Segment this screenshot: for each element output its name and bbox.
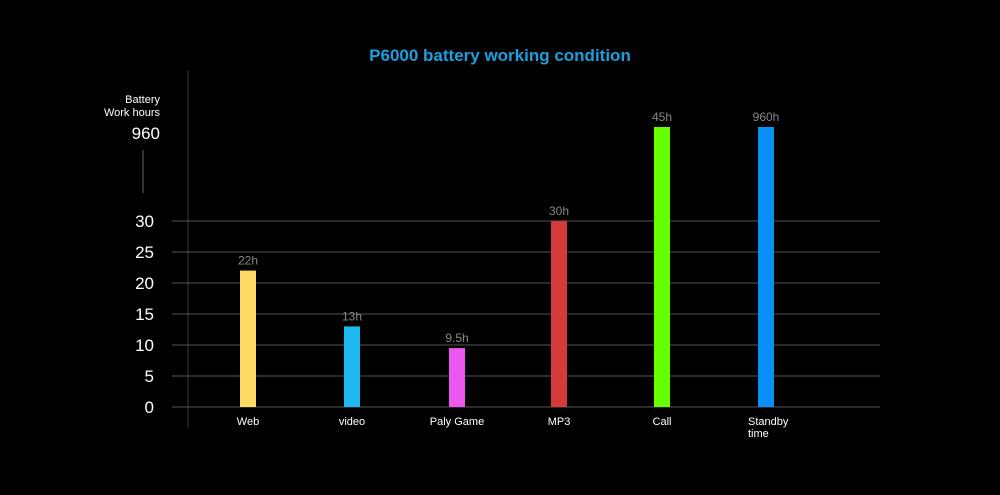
bar (344, 326, 360, 407)
y-axis-label: Battery Work hours (96, 94, 160, 120)
category-label: MP3 (548, 416, 571, 428)
bar (758, 127, 774, 407)
category-label: time (748, 428, 769, 440)
y-tick-label: 0 (145, 398, 154, 417)
data-label: 45h (652, 110, 672, 124)
y-break-label: 960 (131, 124, 160, 143)
data-label: 22h (238, 254, 258, 268)
y-axis-label-line: Battery (125, 94, 160, 106)
category-label: video (339, 416, 365, 428)
data-label: 13h (342, 309, 362, 323)
bar (551, 221, 567, 407)
chart-title: P6000 battery working condition (369, 46, 631, 65)
y-tick-label: 20 (135, 274, 154, 293)
y-tick-label: 5 (145, 367, 154, 386)
y-tick-label: 10 (135, 336, 154, 355)
bar (240, 270, 256, 407)
data-label: 960h (753, 110, 780, 124)
y-tick-label: 15 (135, 305, 154, 324)
y-axis-label-line: Work hours (103, 107, 160, 119)
data-label: 30h (549, 204, 569, 218)
category-label: Paly Game (430, 416, 484, 428)
bar (449, 348, 465, 407)
bar (654, 127, 670, 407)
y-tick-label: 25 (135, 243, 154, 262)
y-tick-label: 30 (135, 212, 154, 231)
category-label: Call (653, 416, 672, 428)
category-label: Web (237, 416, 259, 428)
category-label: Standby (748, 416, 789, 428)
data-label: 9.5h (445, 331, 468, 345)
